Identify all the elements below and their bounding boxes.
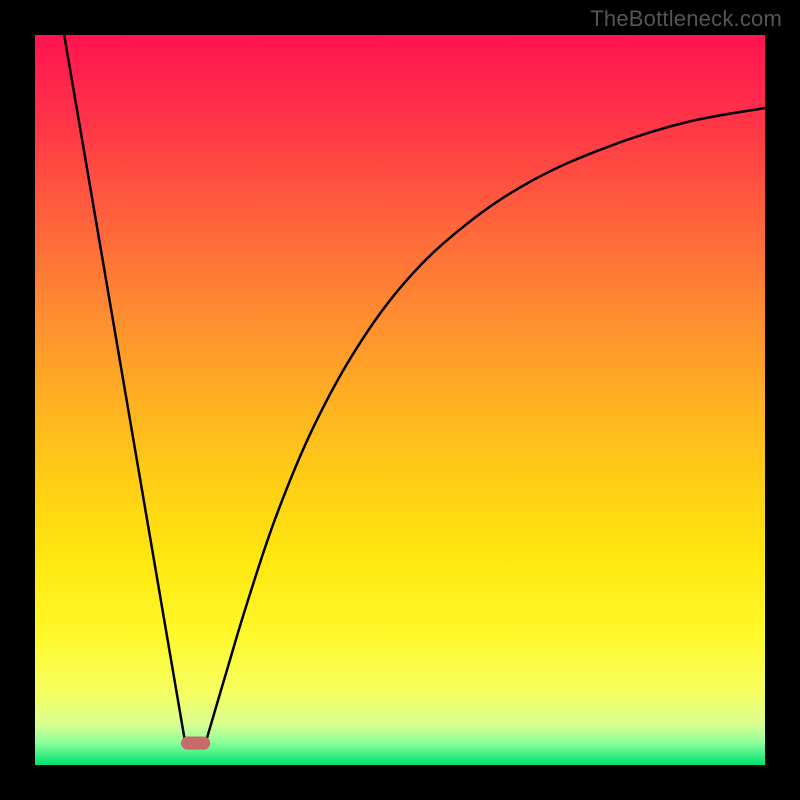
chart-container: TheBottleneck.com [0, 0, 800, 800]
bottleneck-chart [0, 0, 800, 800]
attribution-text: TheBottleneck.com [590, 6, 782, 32]
min-marker [181, 737, 210, 750]
